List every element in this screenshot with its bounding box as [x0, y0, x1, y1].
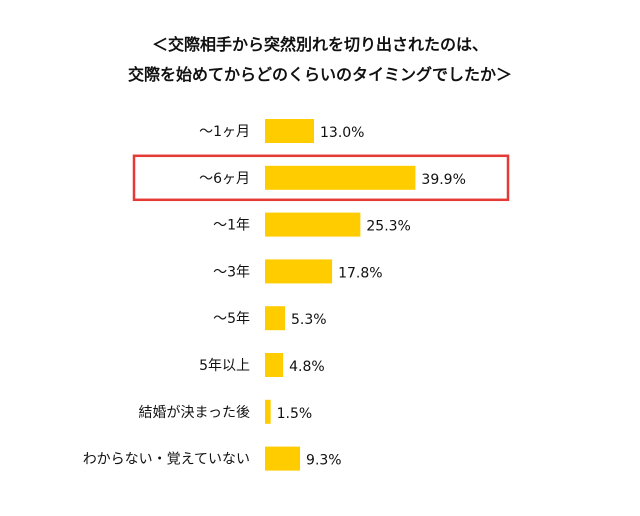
bar	[265, 353, 284, 377]
category-label: 〜3年	[213, 264, 250, 280]
value-label: 1.5%	[277, 406, 313, 422]
category-label: 結婚が決まった後	[139, 405, 250, 421]
chart-title-line-2: 交際を始めてからどのくらいのタイミングでしたか＞	[127, 65, 512, 84]
bar	[265, 119, 315, 143]
category-label: 〜1ヶ月	[199, 124, 250, 140]
bar	[265, 446, 301, 471]
value-label: 4.8%	[289, 359, 325, 375]
bar	[265, 212, 361, 237]
bar	[265, 259, 333, 284]
highlight-box	[132, 154, 510, 202]
category-label: 〜5年	[213, 311, 250, 327]
category-label: 5年以上	[199, 358, 250, 374]
category-label: 〜1年	[213, 218, 250, 234]
value-label: 25.3%	[366, 219, 410, 235]
bar	[265, 306, 285, 331]
value-label: 9.3%	[306, 453, 342, 469]
value-label: 13.0%	[320, 125, 364, 141]
value-label: 17.8%	[338, 265, 382, 281]
bar	[265, 399, 271, 424]
chart-title-line-1: ＜交際相手から突然別れを切り出されたのは、	[151, 35, 488, 54]
category-label: わからない・覚えていない	[83, 452, 250, 468]
chart-title: ＜交際相手から突然別れを切り出されたのは、 交際を始めてからどのくらいのタイミン…	[0, 30, 640, 90]
value-label: 5.3%	[291, 312, 327, 328]
bars-layer: 〜1ヶ月 13.0% 〜6ヶ月 39.9% 〜1年 25.3% 〜3年 17.8% 〜5年 5.3…	[83, 119, 510, 471]
bar	[265, 165, 416, 190]
category-label: 〜6ヶ月	[199, 171, 250, 187]
value-label: 39.9%	[421, 172, 465, 188]
